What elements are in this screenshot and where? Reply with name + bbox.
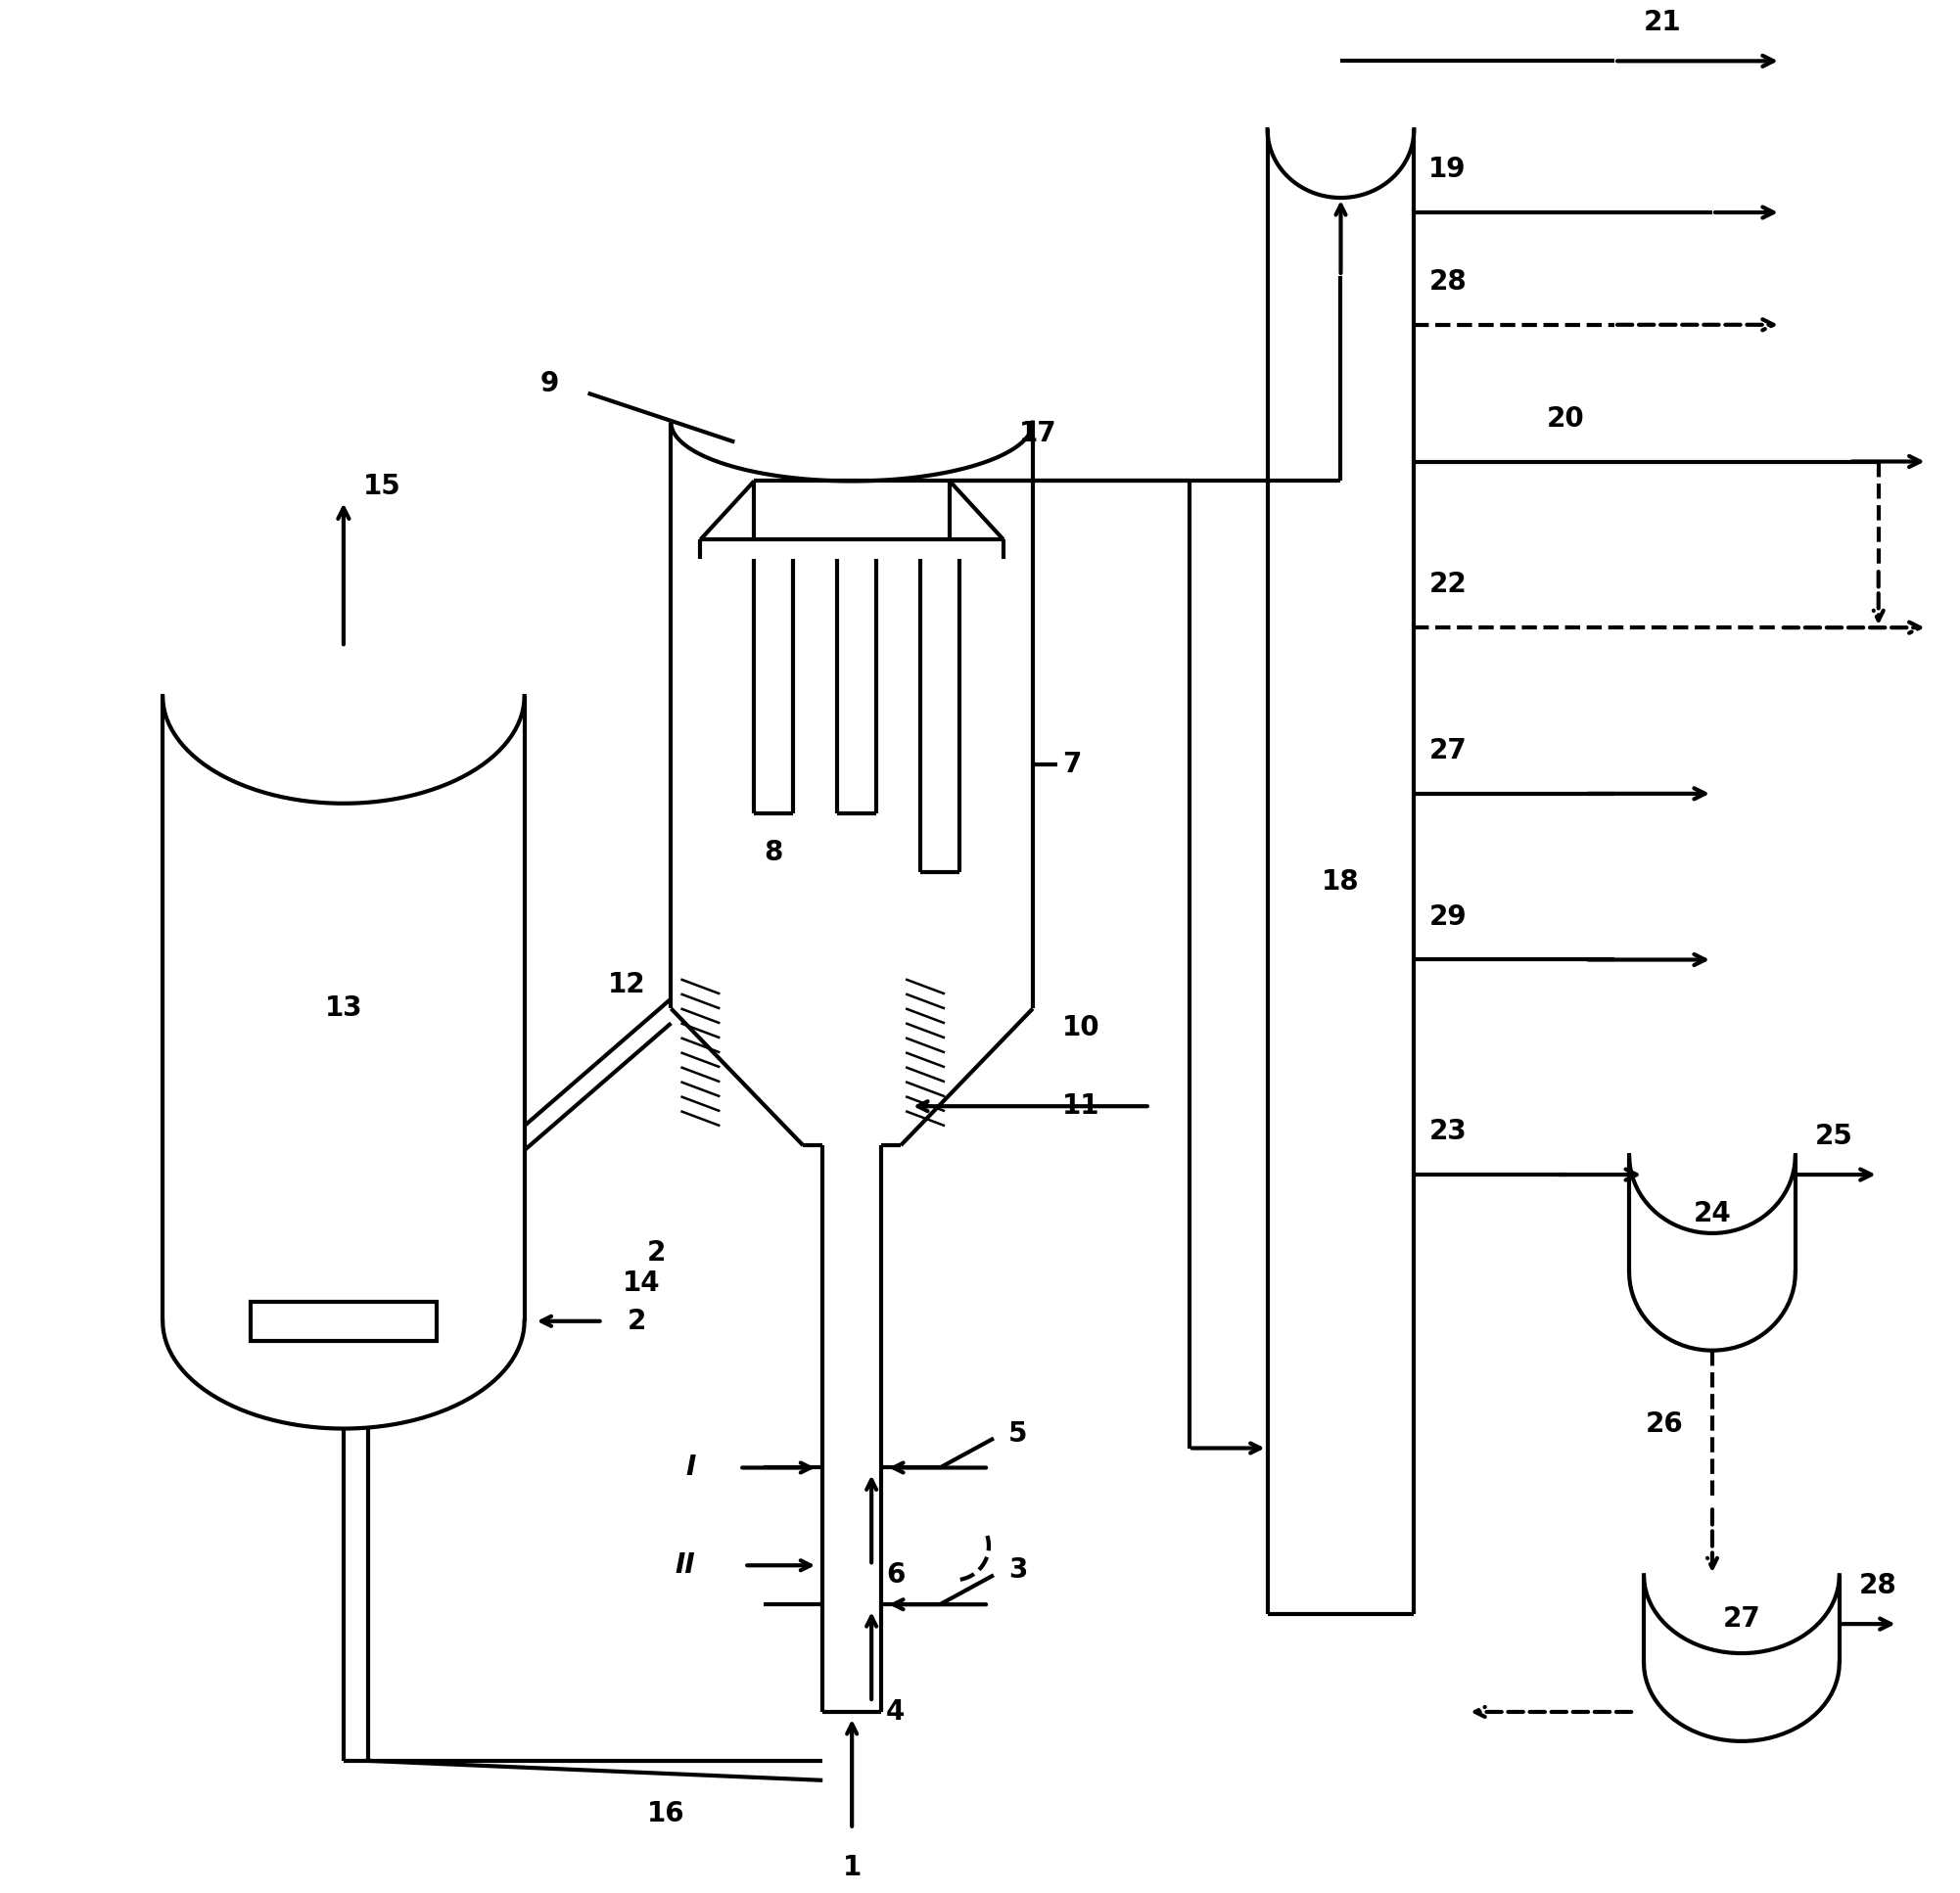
Text: 29: 29	[1429, 903, 1466, 929]
Text: 4: 4	[886, 1698, 906, 1726]
Text: 28: 28	[1858, 1573, 1897, 1600]
Text: 22: 22	[1429, 572, 1466, 598]
Text: 1: 1	[843, 1853, 860, 1882]
Text: I: I	[686, 1454, 696, 1482]
Text: 5: 5	[1007, 1420, 1027, 1446]
Text: 19: 19	[1429, 155, 1466, 184]
Text: 11: 11	[1062, 1092, 1100, 1121]
Text: 18: 18	[1321, 867, 1360, 895]
Text: 26: 26	[1644, 1410, 1684, 1437]
Text: 7: 7	[1062, 752, 1082, 778]
Text: 27: 27	[1723, 1605, 1760, 1634]
Text: 13: 13	[325, 996, 363, 1022]
Text: 14: 14	[621, 1270, 661, 1297]
Text: 10: 10	[1062, 1015, 1100, 1041]
Text: 23: 23	[1429, 1119, 1466, 1145]
Text: 20: 20	[1546, 405, 1584, 432]
Text: 28: 28	[1429, 269, 1466, 295]
Text: II: II	[674, 1552, 696, 1579]
Text: 12: 12	[608, 971, 647, 1000]
Text: 2: 2	[627, 1308, 647, 1335]
Text: 21: 21	[1644, 9, 1682, 36]
Text: 8: 8	[764, 839, 784, 865]
Text: 16: 16	[647, 1800, 686, 1827]
Text: 25: 25	[1815, 1123, 1852, 1151]
Text: 24: 24	[1693, 1200, 1731, 1227]
Text: 27: 27	[1429, 736, 1466, 765]
Text: 17: 17	[1019, 420, 1056, 447]
Text: 9: 9	[539, 369, 559, 398]
Text: 2: 2	[647, 1240, 666, 1266]
Bar	[251, 1302, 437, 1340]
Text: 3: 3	[1007, 1556, 1027, 1584]
Text: 15: 15	[363, 473, 402, 500]
Text: 6: 6	[886, 1562, 906, 1588]
